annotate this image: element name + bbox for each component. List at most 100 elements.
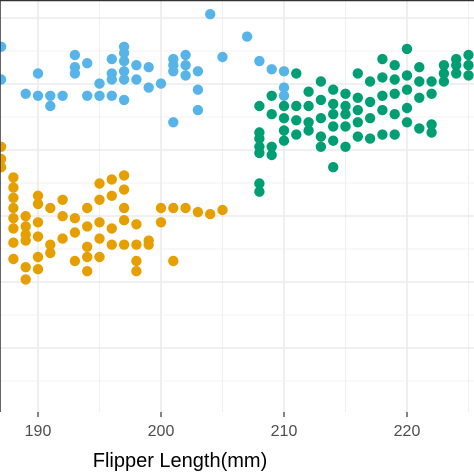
data-point-series-2 — [155, 217, 167, 228]
data-point-series-3 — [303, 125, 314, 136]
data-point-series-1 — [45, 90, 56, 102]
data-point-series-3 — [377, 72, 388, 83]
data-point-series-3 — [340, 88, 351, 100]
data-point-series-1 — [94, 78, 105, 89]
data-point-series-3 — [340, 109, 351, 120]
x-tick-label: 200 — [148, 423, 175, 440]
x-tick-label: 190 — [25, 423, 52, 440]
data-point-series-3 — [254, 147, 265, 159]
data-point-series-3 — [328, 84, 339, 95]
data-point-series-3 — [426, 76, 437, 87]
data-point-series-3 — [364, 76, 376, 87]
data-point-series-2 — [57, 194, 68, 205]
data-point-series-3 — [352, 92, 363, 104]
data-point-series-2 — [118, 170, 130, 181]
data-point-series-3 — [364, 133, 376, 144]
data-point-series-1 — [118, 94, 130, 106]
data-point-series-3 — [401, 84, 413, 95]
data-point-series-2 — [8, 172, 19, 183]
data-point-series-2 — [82, 241, 93, 252]
data-point-series-2 — [192, 206, 204, 218]
data-point-series-2 — [20, 221, 31, 232]
data-point-series-3 — [401, 43, 413, 55]
data-point-series-3 — [414, 92, 425, 104]
data-point-series-2 — [106, 223, 118, 234]
data-point-series-3 — [414, 61, 425, 73]
data-point-series-1 — [118, 55, 130, 67]
data-point-series-1 — [143, 82, 154, 93]
data-point-series-2 — [8, 213, 19, 224]
data-point-series-2 — [106, 190, 118, 201]
data-point-series-3 — [266, 141, 277, 152]
data-point-series-3 — [328, 121, 339, 132]
data-point-series-1 — [82, 90, 93, 102]
data-point-series-1 — [20, 88, 31, 100]
data-point-series-1 — [192, 84, 204, 95]
data-point-series-3 — [303, 100, 314, 112]
data-point-series-2 — [205, 208, 216, 220]
data-point-series-2 — [0, 141, 7, 152]
data-point-series-3 — [254, 178, 265, 189]
data-point-series-1 — [106, 90, 118, 102]
data-point-series-3 — [389, 129, 400, 140]
data-point-series-2 — [94, 251, 105, 263]
data-point-series-1 — [131, 74, 142, 85]
data-point-series-2 — [20, 274, 31, 285]
data-point-series-3 — [278, 135, 290, 146]
data-point-series-2 — [118, 184, 130, 195]
data-point-series-2 — [0, 153, 7, 165]
data-point-series-1 — [143, 61, 154, 73]
data-point-series-2 — [94, 217, 105, 228]
data-point-series-2 — [57, 233, 68, 244]
data-point-series-3 — [389, 88, 400, 100]
data-point-series-1 — [278, 90, 290, 102]
data-point-series-1 — [180, 49, 191, 61]
data-point-series-3 — [352, 104, 363, 116]
data-point-series-3 — [389, 59, 400, 71]
data-point-series-3 — [426, 88, 437, 100]
data-point-series-3 — [303, 117, 314, 128]
data-point-series-3 — [278, 100, 290, 112]
data-point-series-3 — [377, 53, 388, 65]
data-point-series-2 — [20, 211, 31, 222]
data-point-series-3 — [278, 125, 290, 136]
data-point-series-1 — [205, 9, 216, 20]
data-point-series-1 — [155, 78, 167, 89]
data-point-series-3 — [364, 113, 376, 124]
data-point-series-3 — [438, 76, 450, 87]
data-point-series-2 — [69, 255, 81, 267]
data-point-series-2 — [94, 178, 105, 189]
data-point-series-3 — [266, 90, 277, 102]
data-point-series-1 — [192, 104, 204, 116]
data-point-series-2 — [57, 211, 68, 222]
data-point-series-1 — [168, 117, 179, 128]
data-point-series-3 — [315, 94, 327, 106]
data-point-series-3 — [463, 49, 474, 61]
data-point-series-3 — [352, 117, 363, 128]
data-point-series-3 — [401, 70, 413, 81]
data-point-series-3 — [291, 100, 302, 112]
data-point-series-2 — [82, 202, 93, 214]
data-point-series-3 — [315, 76, 327, 87]
data-point-series-3 — [377, 90, 388, 102]
data-point-series-3 — [315, 131, 327, 142]
data-point-series-2 — [94, 194, 105, 205]
data-point-series-2 — [118, 215, 130, 226]
data-point-series-2 — [82, 221, 93, 232]
data-point-series-3 — [315, 113, 327, 124]
data-point-series-3 — [340, 121, 351, 132]
data-point-series-3 — [401, 102, 413, 114]
data-point-series-3 — [401, 117, 413, 128]
data-point-series-3 — [266, 109, 277, 120]
data-point-series-1 — [180, 70, 191, 81]
data-point-series-3 — [254, 100, 265, 112]
data-point-series-2 — [106, 239, 118, 250]
data-point-series-1 — [168, 66, 179, 77]
data-point-series-3 — [352, 68, 363, 79]
data-point-series-3 — [266, 149, 277, 161]
data-point-series-3 — [291, 68, 302, 79]
data-point-series-2 — [8, 182, 19, 193]
data-point-series-1 — [57, 90, 68, 102]
data-point-series-2 — [32, 190, 44, 201]
data-point-series-3 — [340, 141, 351, 152]
